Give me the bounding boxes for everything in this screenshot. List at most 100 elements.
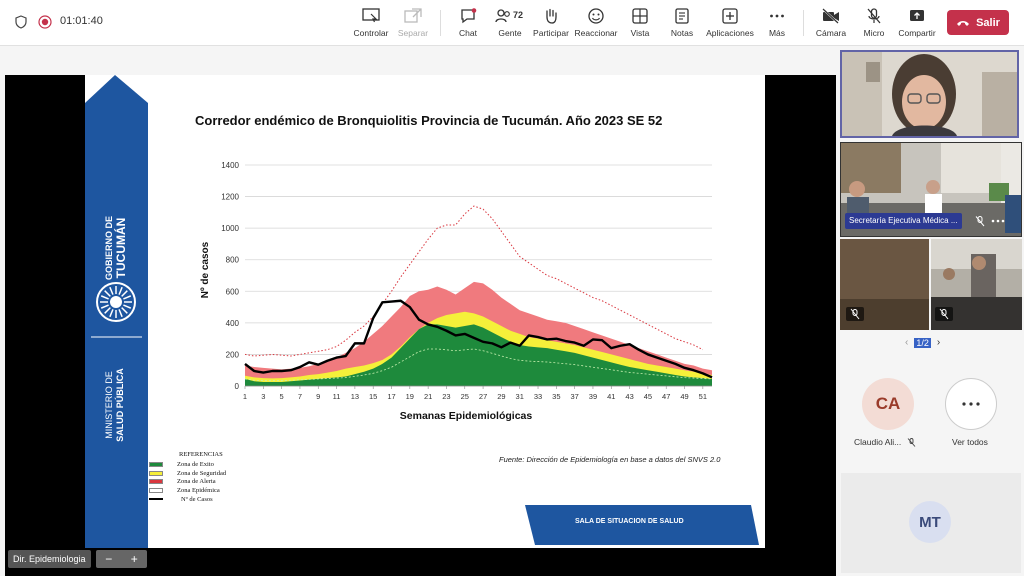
- area-zona-de-exito: [245, 324, 712, 386]
- x-tick-label: 27: [479, 392, 487, 401]
- control-button[interactable]: Controlar: [346, 6, 396, 40]
- logo-ray: [100, 295, 109, 300]
- hangup-icon: [957, 20, 970, 26]
- react-button[interactable]: Reaccionar: [571, 6, 621, 40]
- control-label: Controlar: [353, 28, 389, 38]
- mic-off-badge: [846, 307, 864, 321]
- chart-legend: REFERENCIAS Zona de Exito Zona de Seguri…: [149, 451, 226, 503]
- legend-swatch-seguridad: [149, 470, 163, 476]
- chart-source: Fuente: Dirección de Epidemiología en ba…: [499, 455, 721, 464]
- more-button[interactable]: Más: [752, 6, 802, 40]
- zoom-out-button[interactable]: −: [105, 552, 113, 566]
- legend-label: Zona de Alerta: [177, 478, 216, 486]
- logo-ray: [104, 290, 111, 297]
- legend-swatch-alerta: [149, 479, 163, 485]
- more-icon: [770, 14, 784, 18]
- participant-video: [841, 143, 1021, 236]
- notes-button[interactable]: Notas: [657, 6, 707, 40]
- video-tile-speaker[interactable]: [840, 50, 1019, 138]
- logo-ray: [118, 286, 123, 295]
- participant-name: Secretaría Ejecutiva Médica ...: [849, 216, 958, 225]
- video-tile-office[interactable]: Secretaría Ejecutiva Médica ...: [840, 142, 1022, 237]
- legend-label: Nº de Casos: [181, 495, 213, 503]
- x-tick-label: 47: [662, 392, 670, 401]
- x-tick-label: 3: [261, 392, 265, 401]
- y-tick-label: 200: [226, 350, 240, 359]
- mic-off-icon: [939, 308, 949, 320]
- toolbar-separator: [803, 10, 804, 36]
- mic-button[interactable]: Micro: [849, 6, 899, 40]
- zoom-in-button[interactable]: +: [130, 552, 138, 566]
- y-tick-label: 0: [235, 382, 240, 391]
- x-tick-label: 29: [497, 392, 505, 401]
- logo-ray: [121, 290, 128, 297]
- x-tick-label: 35: [552, 392, 560, 401]
- recording-icon[interactable]: [38, 15, 52, 29]
- y-tick-label: 1200: [221, 193, 239, 202]
- logo-ray: [123, 295, 132, 300]
- y-tick-label: 1400: [221, 161, 239, 170]
- legend-label: Zona de Exito: [177, 460, 214, 468]
- zoom-control: − +: [96, 550, 147, 568]
- participant-avatar[interactable]: MT: [909, 501, 951, 543]
- x-tick-label: 21: [424, 392, 432, 401]
- y-axis-label: Nº de casos: [200, 241, 211, 298]
- legend-item: Zona de Exito: [149, 460, 226, 469]
- chat-label: Chat: [459, 28, 477, 38]
- control-icon: [362, 8, 380, 23]
- shield-icon[interactable]: [14, 15, 28, 29]
- leave-label: Salir: [976, 16, 1000, 29]
- camera-label: Cámara: [815, 28, 847, 38]
- chat-button[interactable]: Chat: [443, 6, 493, 40]
- raise-hand-button[interactable]: Participar: [526, 6, 576, 40]
- x-tick-label: 7: [298, 392, 302, 401]
- line-zona-epidemica: [244, 205, 704, 357]
- apps-label: Aplicaciones: [706, 28, 754, 38]
- next-page-button[interactable]: ›: [936, 337, 941, 348]
- x-tick-label: 33: [534, 392, 542, 401]
- notes-icon: [675, 8, 689, 24]
- popout-button[interactable]: Separar: [388, 6, 438, 40]
- line-numero-de-casos: [244, 299, 713, 379]
- view-button[interactable]: Vista: [615, 6, 665, 40]
- share-button[interactable]: Compartir: [892, 6, 942, 40]
- legend-item: Zona de Seguridad: [149, 469, 226, 478]
- legend-title: REFERENCIAS: [179, 451, 223, 458]
- apps-button[interactable]: Aplicaciones: [705, 6, 755, 40]
- gallery-pager: ‹ 1/2 ›: [905, 337, 940, 348]
- people-button[interactable]: 72 Gente: [485, 6, 535, 40]
- notes-label: Notas: [670, 28, 694, 38]
- logo-ray: [109, 309, 114, 318]
- smiley-icon: [588, 8, 604, 24]
- video-tile-meeting-room[interactable]: [931, 239, 1022, 330]
- green-zone-inner-line: [244, 348, 713, 382]
- legend-swatch-epidemica: [149, 487, 163, 493]
- legend-label: Zona de Seguridad: [177, 469, 227, 477]
- x-tick-label: 13: [351, 392, 359, 401]
- page-indicator: 1/2: [914, 337, 931, 348]
- participant-avatar[interactable]: CA: [862, 378, 914, 430]
- legend-label: Zona Epidémica: [177, 486, 220, 494]
- legend-swatch-exito: [149, 461, 163, 467]
- apps-icon: [722, 8, 738, 24]
- x-tick-label: 11: [333, 392, 341, 401]
- logo-ray: [121, 307, 128, 314]
- logo-ray: [104, 307, 111, 314]
- meeting-toolbar: 01:01:40 Controlar Separar Chat 72 Gente…: [0, 0, 1024, 46]
- government-logo: [96, 282, 136, 322]
- people-icon: [495, 9, 510, 23]
- presenter-name-tag: Dir. Epidemiologia: [8, 550, 91, 568]
- x-tick-label: 15: [369, 392, 377, 401]
- logo-ray: [118, 309, 123, 318]
- view-all-button[interactable]: [945, 378, 997, 430]
- shared-screen: GOBIERNO DE TUCUMÁN MINISTERIO DE SALUD …: [5, 75, 836, 576]
- prev-page-button[interactable]: ‹: [905, 337, 909, 348]
- camera-button[interactable]: Cámara: [806, 6, 856, 40]
- video-tile-room[interactable]: [840, 239, 929, 330]
- react-label: Reaccionar: [574, 28, 618, 38]
- presentation-slide: GOBIERNO DE TUCUMÁN MINISTERIO DE SALUD …: [85, 75, 765, 548]
- leave-button[interactable]: Salir: [947, 10, 1009, 35]
- people-count: 72: [513, 10, 524, 20]
- more-icon[interactable]: [991, 219, 1005, 223]
